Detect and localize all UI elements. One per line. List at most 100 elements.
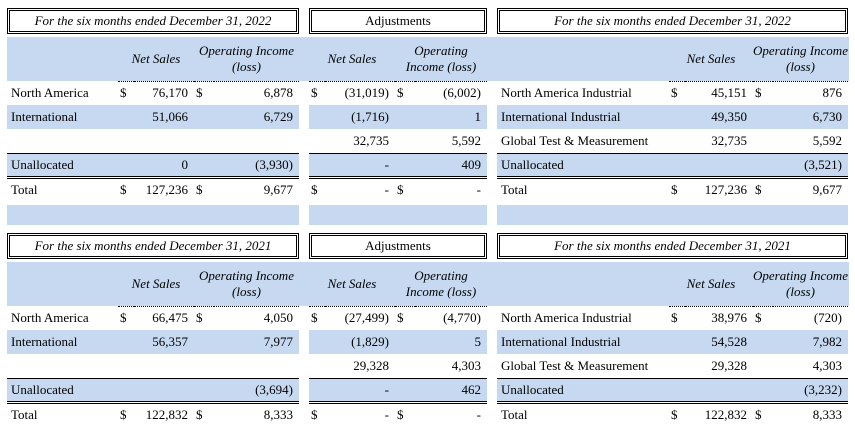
operating-income-value: 9,677 [214,175,299,201]
table-row: $ (27,499) $ (4,770) [309,306,487,330]
column-header-operating-income: Operating Income (loss) [395,262,487,307]
column-header-row: Net Sales Operating Income (loss) [497,262,848,307]
currency-symbol [309,129,325,153]
currency-symbol: $ [194,400,214,426]
industrial-segments-table-group-2021: For the six months ended December 31, 20… [497,233,848,426]
currency-symbol: $ [671,310,678,326]
operating-income-value: 5,592 [812,132,842,148]
table-title: For the six months ended December 31, 20… [554,238,791,253]
net-sales-value: - [325,152,395,177]
table-row: North America $66,475 $4,050 [7,306,299,330]
table-row [7,354,299,378]
table-row: 29,328 4,303 [309,354,487,378]
table-title-box: Adjustments [309,8,487,34]
column-header-row: Net Sales Operating Income (loss) [7,262,299,307]
row-label: Unallocated [497,377,669,402]
table-title-box: Adjustments [309,233,487,259]
currency-symbol [395,377,415,402]
operating-income-value: 462 [415,377,487,402]
currency-symbol [194,354,214,378]
total-row: Total $122,832 $8,333 [7,400,299,426]
table-row: $ (31,019) $ (6,002) [309,81,487,105]
net-sales-value [685,377,753,402]
currency-symbol: $ [669,400,685,426]
currency-symbol [753,129,773,153]
net-sales-value: 38,976 [711,310,747,326]
table-row: Global Test & Measurement 32,735 5,592 [497,129,848,153]
row-label: Unallocated [497,152,669,177]
table-title: Adjustments [365,13,431,28]
currency-symbol: $ [118,175,134,201]
row-label: Total [497,400,669,426]
row-label: North America Industrial [501,310,632,325]
adjustments-table-group-2021: Adjustments Net Sales Operating Income (… [309,233,487,426]
operating-income-value: 4,303 [812,357,842,373]
operating-income-value: 1 [474,109,482,124]
table-row: $ - $ - [309,400,487,426]
operating-income-value [214,129,299,153]
operating-income-value: 7,982 [812,334,842,349]
currency-symbol: $ [118,400,134,426]
currency-symbol: $ [397,310,404,326]
row-label: Total [7,175,118,201]
operating-income-value: 409 [415,152,487,177]
currency-symbol [395,152,415,177]
table-row [7,129,299,153]
currency-symbol [309,377,325,402]
table-row: (1,716) 1 [309,105,487,129]
currency-symbol [194,152,214,177]
table-row: -462 [309,377,487,402]
net-sales-value: 32,735 [353,132,389,148]
currency-symbol [753,105,773,129]
table-row: North America Industrial $45,151 $876 [497,81,848,105]
currency-symbol [194,377,214,402]
currency-symbol: $ [311,310,318,326]
net-sales-value: 66,475 [152,310,188,326]
table-row: International 56,357 7,977 [7,330,299,354]
net-sales-value: (27,499) [344,310,389,326]
operating-income-value: 9,677 [773,175,848,201]
currency-symbol [118,377,134,402]
currency-symbol [753,330,773,354]
total-row: Total $122,832 $8,333 [497,400,848,426]
adjustments-table: Net Sales Operating Income (loss) $ (27,4… [309,262,487,426]
operating-income-value: 876 [822,85,843,101]
net-sales-value [134,129,194,153]
currency-symbol: $ [120,310,127,326]
table-row: International Industrial 49,350 6,730 [497,105,848,129]
total-row: Total $127,236 $9,677 [7,175,299,201]
currency-symbol: $ [194,175,214,201]
net-sales-value: 45,151 [711,85,747,101]
row-label: International Industrial [501,109,621,124]
net-sales-value: (31,019) [344,85,389,101]
table-row: -409 [309,152,487,177]
currency-symbol [669,354,685,378]
table-row: Unallocated 0 (3,930) [7,152,299,177]
empty-header-cell [497,262,669,306]
operating-income-value: (6,002) [443,85,481,101]
net-sales-value: 51,066 [152,109,188,124]
currency-symbol: $ [311,85,318,101]
currency-symbol [395,330,415,354]
row-label: Global Test & Measurement [501,132,649,148]
table-title: For the six months ended December 31, 20… [34,13,272,28]
table-row: 32,735 5,592 [309,129,487,153]
currency-symbol: $ [120,85,127,101]
spacer-band [7,205,299,225]
geographic-segments-table-group-2021: For the six months ended December 31, 20… [7,233,299,426]
operating-income-value [214,354,299,378]
column-header-row: Net Sales Operating Income (loss) [309,262,487,307]
currency-symbol [669,105,685,129]
row-label: North America [11,85,89,100]
currency-symbol [753,377,773,402]
table-row: North America Industrial $38,976 $ (720) [497,306,848,330]
column-header-row: Net Sales Operating Income (loss) [7,37,299,82]
column-header-net-sales: Net Sales [309,262,395,307]
currency-symbol [118,354,134,378]
operating-income-value: 8,333 [773,400,848,426]
table-title-box: For the six months ended December 31, 20… [7,233,299,259]
column-header-operating-income: Operating Income (loss) [753,37,848,82]
spacer-band [497,205,848,225]
table-row: Unallocated (3,521) [497,152,848,177]
operating-income-value: (3,232) [773,377,848,402]
